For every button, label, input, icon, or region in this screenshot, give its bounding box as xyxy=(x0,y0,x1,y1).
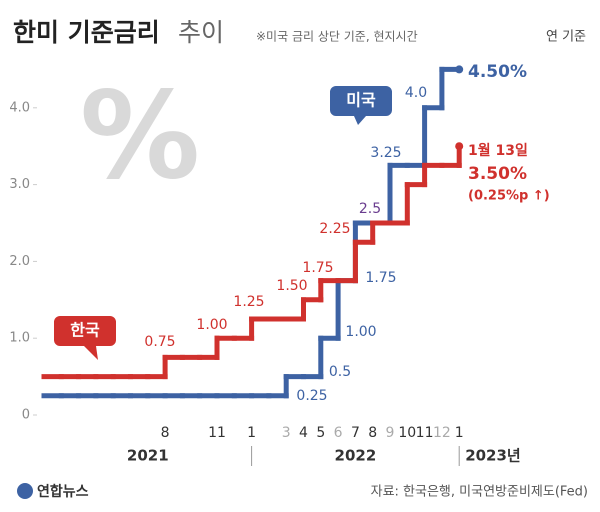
x-tick-label: 4 xyxy=(299,425,308,441)
logo-icon xyxy=(17,483,33,499)
logo: 연합뉴스 xyxy=(37,483,89,500)
us-badge-label: 미국 xyxy=(346,91,376,110)
value-label: 0.5 xyxy=(329,364,351,380)
end-dot xyxy=(455,142,464,151)
year-label: 2022 xyxy=(335,447,377,465)
y-tick-label: 2.0 xyxy=(9,254,30,269)
value-label: 1.75 xyxy=(302,260,333,276)
value-label: 4.50% xyxy=(468,62,527,82)
value-label: 1.25 xyxy=(233,294,264,310)
value-label: 3.25 xyxy=(370,145,401,161)
x-tick-label: 6 xyxy=(334,425,343,441)
value-label: 1.75 xyxy=(365,270,396,286)
watermark: % xyxy=(80,68,200,207)
x-tick-label: 8 xyxy=(368,425,377,441)
value-label: 4.0 xyxy=(405,85,427,101)
chart-subtitle: 추이 xyxy=(178,18,224,47)
value-label: 0.25 xyxy=(296,388,327,404)
source: 자료: 한국은행, 미국연방준비제도(Fed) xyxy=(371,484,588,500)
annotation: (0.25%p ↑) xyxy=(468,189,550,204)
y-tick-label: 1.0 xyxy=(9,331,30,346)
x-tick-label: 1 xyxy=(247,425,256,441)
y-tick-label: 3.0 xyxy=(9,177,30,192)
value-label: 2.5 xyxy=(359,201,381,217)
value-label: 0.75 xyxy=(144,334,175,350)
value-label: 2.25 xyxy=(319,221,350,237)
x-tick-label: 9 xyxy=(386,425,395,441)
x-tick-label: 3 xyxy=(282,425,291,441)
year-label: 2021 xyxy=(127,447,169,465)
x-tick-label: 8 xyxy=(161,425,170,441)
value-label: 3.50% xyxy=(468,164,527,184)
x-tick-label: 11 xyxy=(416,425,434,441)
value-label: 1.00 xyxy=(345,324,376,340)
note: ※미국 금리 상단 기준, 현지시간 xyxy=(256,30,418,44)
kr-badge-label: 한국 xyxy=(70,321,100,340)
kr-badge xyxy=(54,316,116,360)
x-tick-label: 12 xyxy=(433,425,451,441)
annotation: 1월 13일 xyxy=(468,142,528,159)
x-tick-label: 5 xyxy=(316,425,325,441)
year-label: 2023년 xyxy=(465,447,521,465)
x-tick-label: 11 xyxy=(208,425,226,441)
us-badge xyxy=(330,86,392,125)
unit-note: 연 기준 xyxy=(546,30,586,45)
value-label: 1.00 xyxy=(196,317,227,333)
y-tick-label: 4.0 xyxy=(9,100,30,115)
end-dot xyxy=(455,65,464,74)
x-tick-label: 7 xyxy=(351,425,360,441)
x-tick-label: 10 xyxy=(398,425,416,441)
chart-title: 한미 기준금리 xyxy=(13,18,160,47)
value-label: 1.50 xyxy=(276,278,307,294)
y-tick-label: 0 xyxy=(22,408,30,423)
x-tick-label: 1 xyxy=(455,425,464,441)
